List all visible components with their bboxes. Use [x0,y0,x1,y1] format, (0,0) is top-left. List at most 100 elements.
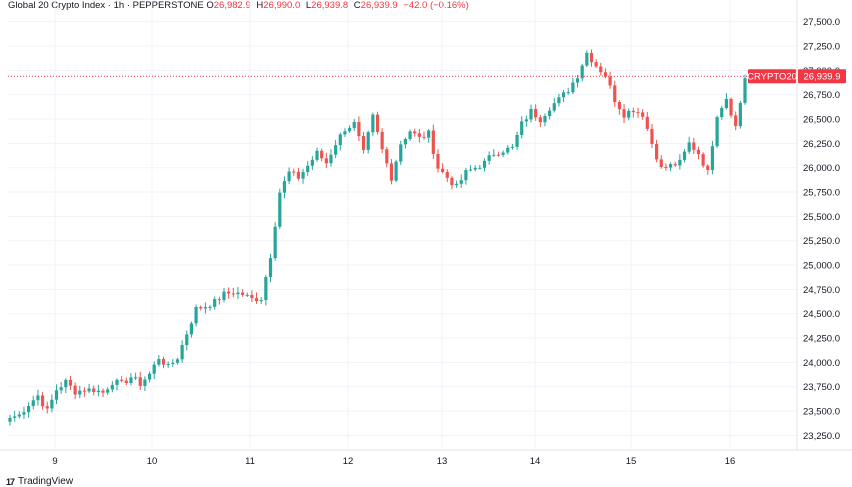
candle-body [208,306,212,308]
candle-body [306,165,310,173]
candle-body [287,171,291,182]
candle-body [194,306,198,324]
brand[interactable]: 17 TradingView [6,476,73,487]
candle-body [608,76,612,86]
y-tick-label: 26,500.0 [803,115,840,126]
candle-body [720,108,724,118]
candle-body [678,159,682,166]
candle-body [734,115,738,127]
candle-body [250,294,254,299]
candle-body [227,291,231,294]
candle-body [613,85,617,103]
candle-body [254,298,259,302]
y-tick-label: 25,500.0 [803,212,840,223]
candle-body [13,416,17,418]
candle-body [408,131,412,139]
candle-body [566,92,570,94]
y-tick-label: 24,500.0 [803,309,840,320]
candle-body [366,132,370,150]
candle-body [557,97,561,104]
candle-body [45,406,49,409]
tradingview-logo-icon: 17 [6,476,15,487]
open-value: 26,982.9 [213,0,251,11]
last-price-tags: CRYPTO20 26,939.9 [747,69,846,84]
candle-body [87,388,91,392]
symbol-description: Global 20 Crypto Index · 1h · PEPPERSTON… [8,0,204,11]
candle-body [389,163,394,181]
candle-body [431,130,435,155]
candle-body [529,108,533,120]
candle-body [73,385,77,395]
candle-body [17,414,21,417]
candle-body [50,399,54,409]
close-value: 26,939.9 [360,0,398,11]
y-tick-label: 26,250.0 [803,139,840,150]
brand-name: TradingView [18,476,74,487]
low-label: L [305,0,312,11]
candle-body [510,146,515,148]
candle-body [68,379,73,386]
candle-body [380,131,384,150]
low-value: 26,939.8 [311,0,349,11]
candle-body [361,136,366,150]
candle-body [454,183,459,186]
candle-body [622,109,626,118]
candle-body [101,390,105,393]
candle-body [617,102,621,110]
candle-body [538,117,542,123]
candles [8,49,747,426]
chart-header: Global 20 Crypto Index · 1h · PEPPERSTON… [8,0,472,11]
candle-body [245,294,249,296]
candle-body [682,151,687,160]
candle-body [668,164,673,168]
candle-body [552,103,556,111]
candle-body [129,377,133,383]
candle-body [315,150,319,160]
x-tick-label: 14 [530,456,541,467]
high-value: 26,990.0 [263,0,301,11]
candle-body [645,116,649,129]
candle-body [603,72,608,77]
symbol-tag: CRYPTO20 [747,72,797,83]
x-tick-label: 9 [52,456,57,467]
candle-body [217,299,221,301]
candle-body [492,154,496,156]
candle-body [548,110,552,117]
candle-body [371,114,375,133]
candle-body [585,52,589,66]
candle-body [696,149,701,155]
candle-body [482,160,487,168]
candle-body [422,136,426,138]
candle-body [515,134,519,147]
candle-body [641,112,645,117]
time-axis: 9 10 11 12 13 14 15 16 [52,456,735,467]
candle-body [352,122,356,128]
x-tick-label: 13 [437,456,448,467]
candle-body [40,395,45,407]
candle-body [54,390,59,400]
candle-body [78,390,82,395]
candle-body [124,380,128,383]
candle-body [655,143,659,160]
candle-body [152,364,156,374]
candle-body [320,150,324,159]
candle-body [520,121,524,135]
candle-body [394,161,398,181]
candle-body [273,226,277,259]
candle-body [278,192,282,227]
candle-body [673,164,677,166]
y-tick-label: 23,500.0 [803,407,840,418]
x-tick-label: 15 [626,456,637,467]
candle-body [636,112,640,114]
candle-body [534,108,538,118]
candle-body [357,122,361,137]
candle-body [743,78,747,103]
close-label: C [353,0,361,11]
x-tick-label: 10 [147,456,158,467]
candle-body [724,98,728,109]
candle-body [561,92,566,98]
candle-body [343,131,347,135]
candle-body [506,147,510,153]
candle-body [120,379,124,381]
